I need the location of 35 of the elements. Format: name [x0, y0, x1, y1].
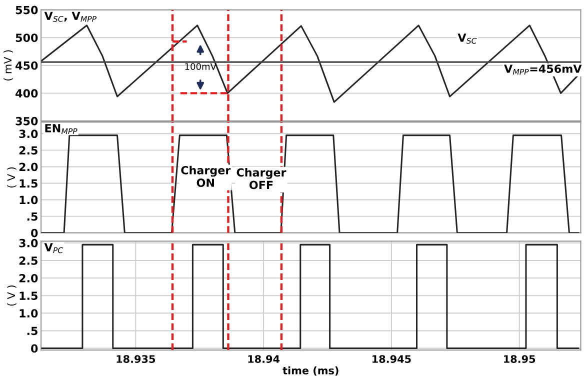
x-axis-title: time (ms) — [282, 366, 338, 376]
y-tick-label: 3.0 — [19, 238, 38, 248]
y-tick-label: 3.0 — [19, 130, 38, 138]
y-tick-label: 1.5 — [20, 179, 38, 188]
y-tick-label: 1.5 — [20, 292, 38, 300]
y-tick-label: .5 — [27, 212, 38, 221]
annotation: Charger OFF — [236, 168, 286, 190]
y-tick-label: .5 — [27, 326, 38, 336]
annotation: V$_{SC}$ — [458, 34, 477, 44]
y-tick-label: 2.5 — [19, 256, 38, 265]
y-axis-title: ( V ) — [7, 167, 16, 188]
y-tick-label: 350 — [16, 116, 38, 126]
chart-title: V$_{SC}$, V$_{MPP}$ — [44, 12, 97, 22]
y-tick-label: 500 — [16, 34, 38, 42]
y-tick-label: 550 — [16, 6, 38, 14]
y-tick-label: 0 — [31, 344, 38, 353]
x-tick-label: 18.95 — [504, 355, 536, 363]
x-tick-label: 18.945 — [372, 355, 411, 363]
y-tick-label: 2.0 — [19, 162, 38, 172]
y-tick-label: 2.5 — [19, 146, 38, 155]
annotation: Charger ON — [181, 166, 231, 187]
chart-title: EN$_{MPP}$ — [45, 124, 78, 134]
x-tick-label: 18.935 — [116, 355, 156, 363]
chart-title: V$_{PC}$ — [44, 243, 64, 254]
x-tick-label: 18.94 — [248, 355, 280, 363]
y-tick-label: 0 — [31, 228, 38, 238]
y-tick-label: 400 — [16, 89, 38, 98]
annotation: V$_{MPP}$=456mV — [504, 64, 582, 75]
y-axis-title: ( V ) — [7, 286, 16, 306]
y-tick-label: 450 — [16, 61, 38, 70]
y-axis-title: ( mV ) — [4, 50, 13, 81]
annotation: 100mV — [185, 63, 216, 70]
y-tick-label: 2.0 — [19, 274, 38, 282]
y-tick-label: 1.0 — [20, 309, 38, 318]
y-tick-label: 1.0 — [20, 196, 38, 204]
